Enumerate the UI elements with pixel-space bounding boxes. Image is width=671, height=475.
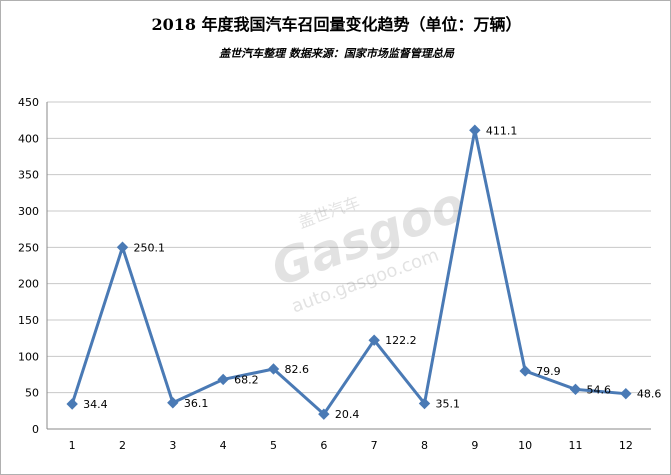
data-label: 36.1 xyxy=(184,397,209,410)
y-tick-label: 350 xyxy=(18,169,39,182)
data-point-marker xyxy=(66,398,78,410)
data-point-marker xyxy=(620,387,632,400)
x-tick-label: 1 xyxy=(69,439,76,452)
data-point-marker xyxy=(116,241,129,253)
data-point-marker xyxy=(569,383,582,396)
x-tick-label: 5 xyxy=(270,439,277,452)
x-tick-label: 11 xyxy=(569,439,583,452)
y-tick-label: 50 xyxy=(25,387,39,400)
data-labels: 34.4 250.1 36.1 68.2 82.6 20.4 122.2 35.1 411.1 7… xyxy=(83,124,661,421)
data-label: 54.6 xyxy=(587,383,612,396)
x-axis-ticks: 1 2 3 4 5 6 7 8 9 10 11 12 xyxy=(69,439,633,452)
x-tick-label: 2 xyxy=(119,439,126,452)
y-tick-label: 150 xyxy=(18,314,39,327)
y-axis-ticks: 0 50 100 150 200 250 300 350 400 450 xyxy=(18,96,39,436)
data-label: 411.1 xyxy=(486,124,518,137)
chart-title: 2018 年度我国汽车召回量变化趋势（单位：万辆） xyxy=(151,15,522,34)
y-tick-label: 450 xyxy=(18,96,39,109)
x-tick-label: 8 xyxy=(421,439,428,452)
x-tick-label: 12 xyxy=(619,439,633,452)
y-tick-label: 250 xyxy=(18,241,39,254)
x-tick-label: 7 xyxy=(371,439,378,452)
data-label: 35.1 xyxy=(436,397,461,410)
data-label: 68.2 xyxy=(234,373,259,386)
y-tick-label: 300 xyxy=(18,205,39,218)
data-point-marker xyxy=(519,365,531,377)
series-line xyxy=(70,128,626,416)
watermark: 盖世汽车 Gasgoo auto.gasgoo.com xyxy=(264,176,472,317)
series-line-group xyxy=(70,128,626,416)
x-tick-label: 4 xyxy=(220,439,227,452)
data-point-marker xyxy=(167,397,179,409)
x-tick-label: 9 xyxy=(471,439,478,452)
y-tick-label: 200 xyxy=(18,278,39,291)
data-point-marker xyxy=(418,397,431,410)
series-markers xyxy=(66,124,632,420)
data-point-marker xyxy=(267,363,280,375)
x-tick-label: 3 xyxy=(169,439,176,452)
y-tick-label: 400 xyxy=(18,132,39,145)
data-label: 20.4 xyxy=(335,408,360,421)
data-label: 79.9 xyxy=(536,365,561,378)
x-tick-label: 10 xyxy=(518,439,532,452)
data-point-marker xyxy=(368,334,380,346)
chart-subtitle: 盖世汽车整理 数据来源：国家市场监督管理总局 xyxy=(219,47,454,60)
data-label: 34.4 xyxy=(83,398,108,411)
x-tick-label: 6 xyxy=(320,439,327,452)
data-point-marker xyxy=(217,373,229,386)
data-label: 122.2 xyxy=(385,334,417,347)
data-label: 250.1 xyxy=(134,241,166,254)
y-tick-label: 100 xyxy=(18,350,39,363)
y-tick-label: 0 xyxy=(32,423,39,436)
data-label: 82.6 xyxy=(285,363,310,376)
gridlines xyxy=(46,101,651,430)
data-point-marker xyxy=(469,124,481,136)
data-label: 48.6 xyxy=(637,388,662,401)
data-point-marker xyxy=(318,408,330,420)
